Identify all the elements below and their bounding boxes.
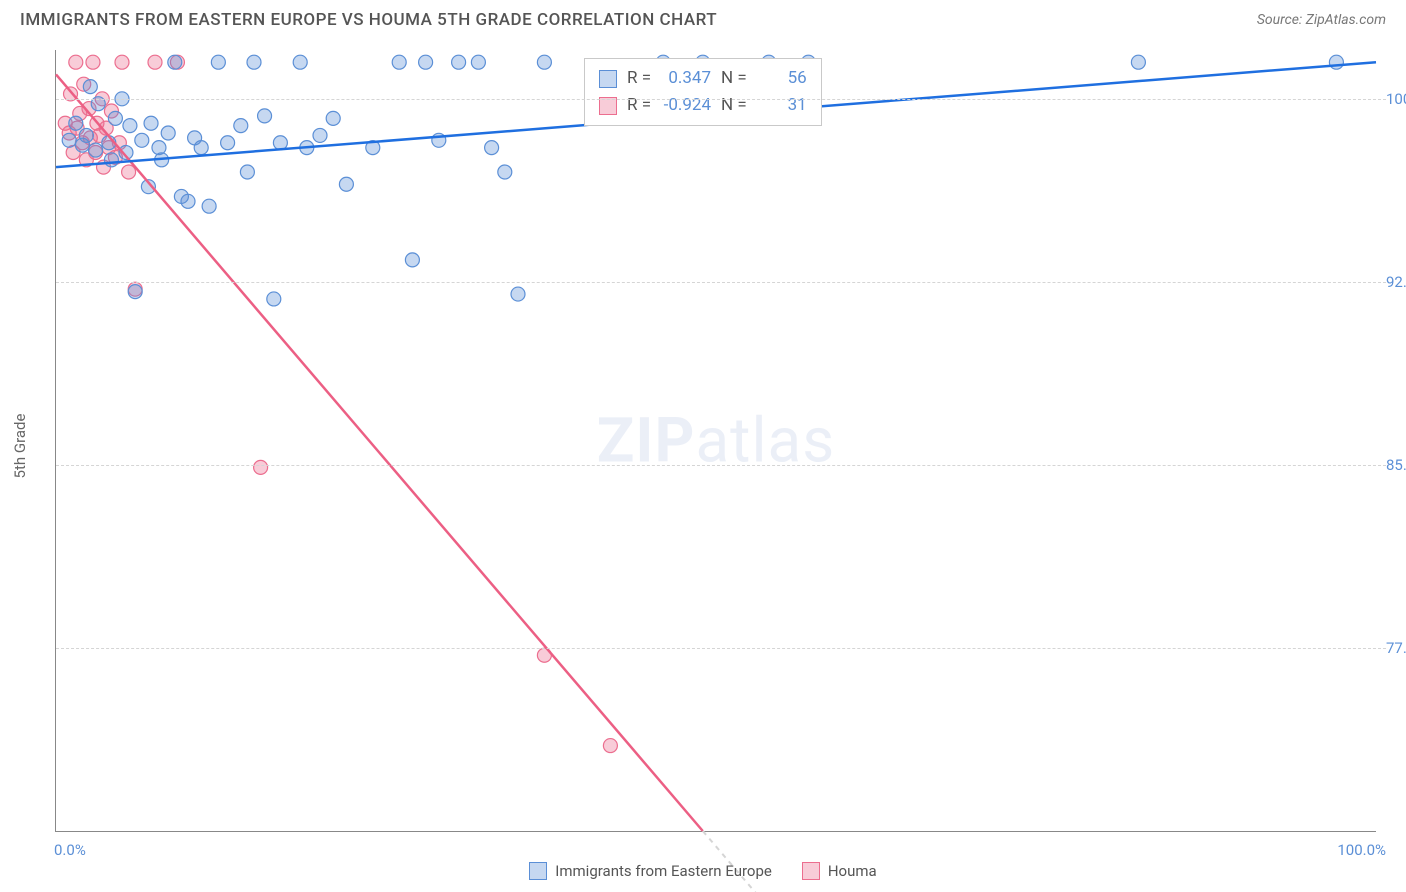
stats-a-r: 0.347: [661, 65, 711, 92]
xtick-right: 100.0%: [1337, 841, 1386, 859]
stats-row-b: R = -0.924 N = 31: [599, 92, 807, 119]
chart-title: IMMIGRANTS FROM EASTERN EUROPE VS HOUMA …: [20, 10, 717, 30]
source-label: Source: ZipAtlas.com: [1257, 12, 1386, 28]
legend-swatch-a: [529, 862, 547, 880]
stats-a-n: 56: [757, 65, 807, 92]
ytick-label: 85.0%: [1386, 456, 1406, 474]
stats-row-a: R = 0.347 N = 56: [599, 65, 807, 92]
stats-a-nlabel: N =: [721, 65, 747, 92]
plot-area: ZIPatlas R = 0.347 N = 56 R = -0.924 N =…: [55, 50, 1376, 832]
stats-b-r: -0.924: [661, 92, 711, 119]
y-axis-label: 5th Grade: [11, 414, 29, 479]
legend-item-b: Houma: [802, 862, 877, 880]
ytick-label: 92.5%: [1386, 273, 1406, 291]
legend: Immigrants from Eastern Europe Houma: [0, 862, 1406, 880]
legend-label-b: Houma: [828, 862, 877, 880]
stats-b-n: 31: [757, 92, 807, 119]
legend-swatch-b: [802, 862, 820, 880]
ytick-label: 77.5%: [1386, 639, 1406, 657]
plot-svg: [56, 50, 1376, 831]
xtick-left: 0.0%: [54, 841, 86, 859]
legend-item-a: Immigrants from Eastern Europe: [529, 862, 772, 880]
stats-swatch-a: [599, 70, 617, 88]
ytick-label: 100.0%: [1386, 90, 1406, 108]
legend-label-a: Immigrants from Eastern Europe: [555, 862, 772, 880]
stats-box: R = 0.347 N = 56 R = -0.924 N = 31: [584, 58, 822, 126]
stats-b-rlabel: R =: [627, 92, 651, 119]
stats-b-nlabel: N =: [721, 92, 747, 119]
stats-a-rlabel: R =: [627, 65, 651, 92]
